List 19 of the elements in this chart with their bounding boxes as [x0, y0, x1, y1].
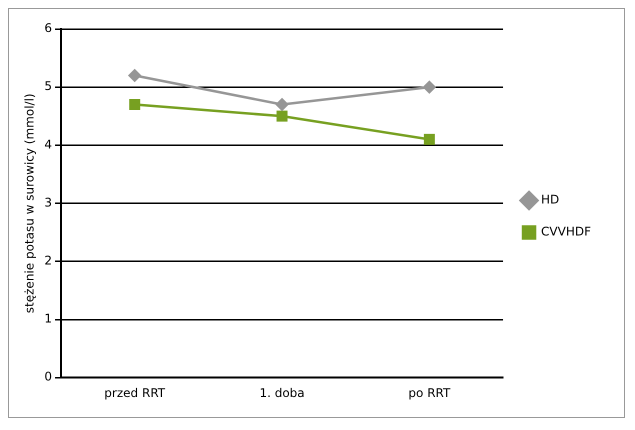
- y-tick-label: 3: [44, 195, 52, 210]
- point: [128, 69, 141, 82]
- y-tick-label: 2: [44, 254, 52, 268]
- y-axis-title: stężenie potasu w surowicy (mmol/l): [22, 93, 36, 314]
- legend-label: CVVHDF: [541, 224, 592, 239]
- y-tick-label: 6: [44, 21, 52, 36]
- x-tick-label: przed RRT: [104, 386, 166, 400]
- point: [424, 134, 435, 145]
- x-tick-label: 1. doba: [259, 386, 305, 400]
- x-tick-label: po RRT: [408, 386, 451, 400]
- y-tick-label: 1: [44, 312, 52, 326]
- point: [276, 110, 288, 122]
- point: [129, 99, 140, 110]
- point: [423, 80, 436, 94]
- y-tick-label: 4: [44, 137, 52, 152]
- legend-label: HD: [541, 192, 560, 207]
- y-tick-label: 0: [44, 370, 52, 384]
- y-tick-label: 5: [44, 79, 52, 94]
- point: [276, 98, 288, 111]
